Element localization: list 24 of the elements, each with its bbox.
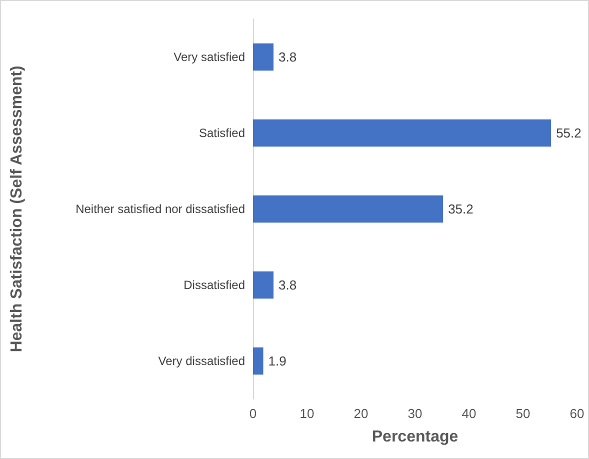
data-label: 3.8 (278, 278, 297, 292)
y-tick-label: Very satisfied (174, 50, 245, 64)
x-tick-label: 50 (516, 406, 530, 421)
y-tick-label: Very dissatisfied (158, 354, 245, 368)
data-label: 3.8 (278, 50, 297, 64)
x-tick-label: 40 (462, 406, 476, 421)
bar (253, 347, 264, 375)
y-axis-title: Health Satisfaction (Self Assessment) (8, 66, 26, 352)
data-label: 35.2 (448, 202, 474, 216)
x-tick-label: 10 (300, 406, 314, 421)
x-tick-label: 30 (408, 406, 422, 421)
x-tick-label: 0 (249, 406, 257, 421)
data-label: 55.2 (556, 126, 582, 140)
y-tick-label: Satisfied (198, 126, 245, 140)
x-tick-label: 20 (354, 406, 368, 421)
x-tick-label: 60 (570, 406, 584, 421)
y-tick-label: Neither satisfied nor dissatisfied (76, 202, 245, 216)
bar (253, 195, 444, 223)
x-axis-title: Percentage (372, 428, 458, 446)
bar (253, 271, 274, 299)
y-tick-label: Dissatisfied (184, 278, 245, 292)
bar (253, 43, 274, 71)
bar (253, 119, 552, 147)
data-label: 1.9 (268, 354, 286, 368)
